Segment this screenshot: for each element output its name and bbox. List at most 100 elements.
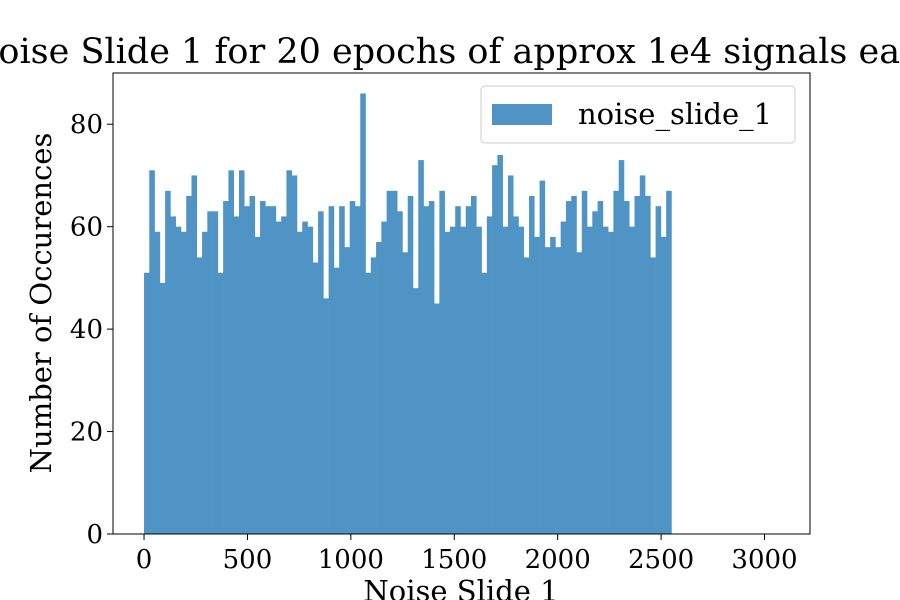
histogram-bar [592, 211, 598, 535]
histogram-bar [238, 170, 245, 535]
y-axis-label: Number of Occurences [24, 133, 58, 474]
x-axis-ticks: 0 500 1000 1500 2000 2500 3000 [136, 534, 798, 575]
histogram-bar [191, 175, 198, 534]
histogram-bar [254, 236, 261, 534]
histogram-bar [281, 216, 287, 534]
x-tick-label: 1500 [421, 545, 487, 575]
histogram-bar [571, 195, 577, 534]
histogram-bar [455, 206, 461, 534]
histogram-bar [196, 257, 203, 534]
y-axis-ticks: 0 20 40 60 80 [70, 110, 113, 550]
histogram-bar [154, 231, 161, 535]
x-tick-label: 2000 [525, 545, 591, 575]
histogram-bar [555, 247, 561, 534]
histogram-bar [354, 206, 361, 534]
histogram-bar [587, 226, 593, 534]
histogram-bar [244, 206, 250, 534]
histogram-bar [397, 211, 403, 535]
histogram-bar [228, 170, 234, 535]
histogram-bar [249, 195, 256, 534]
histogram-bar [165, 190, 171, 535]
histogram-bar [460, 226, 467, 534]
histogram-bar [212, 211, 219, 535]
histogram-bar [323, 298, 329, 534]
histogram-bar [660, 236, 667, 534]
histogram-bar [544, 247, 551, 534]
histogram-bar [539, 180, 546, 535]
histogram-bar [608, 231, 614, 535]
histogram-bar [175, 226, 182, 534]
chart-title: Noise Slide 1 for 20 epochs of approx 1e… [0, 32, 900, 72]
histogram-bar [523, 257, 530, 534]
histogram-bar [365, 272, 372, 534]
histogram-bar [328, 206, 335, 534]
x-tick-label: 3000 [731, 545, 797, 575]
histogram-bar [623, 201, 630, 535]
histogram-bar [471, 195, 477, 534]
histogram-bar [265, 206, 271, 534]
histogram-bar [534, 236, 540, 534]
histogram-bar [449, 226, 456, 534]
histogram-bar [444, 231, 451, 535]
histogram-bar [423, 206, 430, 534]
histogram-bar [502, 226, 509, 534]
histogram-bar [318, 211, 324, 535]
x-tick-label: 0 [136, 545, 153, 575]
histogram-bar [439, 190, 445, 535]
histogram-bar [233, 216, 240, 534]
histogram-bar [344, 247, 351, 534]
histogram-bar [170, 216, 176, 534]
histogram-bar [186, 195, 192, 534]
histogram-bar [223, 201, 229, 535]
legend-entry-label: noise_slide_1 [578, 97, 772, 132]
histogram-bar [339, 206, 345, 534]
histogram-bar [655, 206, 662, 534]
y-tick-label: 40 [70, 315, 103, 345]
histogram-bar [428, 201, 435, 535]
histogram-bar [497, 154, 503, 534]
histogram-bar [270, 206, 277, 534]
histogram-bar [507, 175, 514, 534]
histogram-bar [144, 272, 150, 534]
histogram-bar [307, 226, 314, 534]
x-axis-label: Noise Slide 1 [363, 574, 558, 600]
histogram-bar [296, 231, 303, 535]
histogram-bar [481, 272, 488, 534]
histogram-bar [639, 175, 646, 534]
histogram-bar [376, 242, 382, 535]
y-tick-label: 0 [86, 520, 103, 550]
histogram-bar [513, 216, 519, 534]
y-tick-label: 80 [70, 110, 103, 140]
histogram-bar [634, 195, 641, 534]
plot-frame [112, 72, 811, 535]
histogram-bar [275, 221, 282, 535]
histogram-bar [333, 267, 340, 534]
histogram-bar [492, 165, 498, 534]
histogram-bar [565, 201, 572, 535]
histogram-bar [312, 262, 319, 534]
histogram-bar [402, 252, 409, 534]
histogram-bar [217, 272, 224, 534]
histogram-bar [434, 303, 440, 534]
x-tick-label: 1000 [318, 545, 384, 575]
histogram-bar [418, 160, 424, 535]
histogram-bar [560, 221, 567, 535]
histogram-bar [581, 190, 588, 535]
histogram-bar [613, 190, 619, 535]
x-tick-label: 2500 [628, 545, 694, 575]
histogram-bar [666, 190, 672, 535]
legend-swatch [492, 104, 552, 125]
histogram-bar [407, 195, 414, 534]
histogram-bar [650, 257, 656, 534]
bars-group [144, 93, 672, 535]
histogram-bar [360, 93, 366, 534]
histogram-bar [349, 201, 356, 535]
histogram-bar [202, 231, 208, 535]
y-tick-label: 60 [70, 213, 103, 243]
histogram-bar [260, 201, 266, 535]
histogram-bar [159, 283, 166, 534]
histogram-bar [149, 170, 155, 535]
histogram-bar [618, 160, 625, 535]
histogram-bar [576, 252, 583, 534]
